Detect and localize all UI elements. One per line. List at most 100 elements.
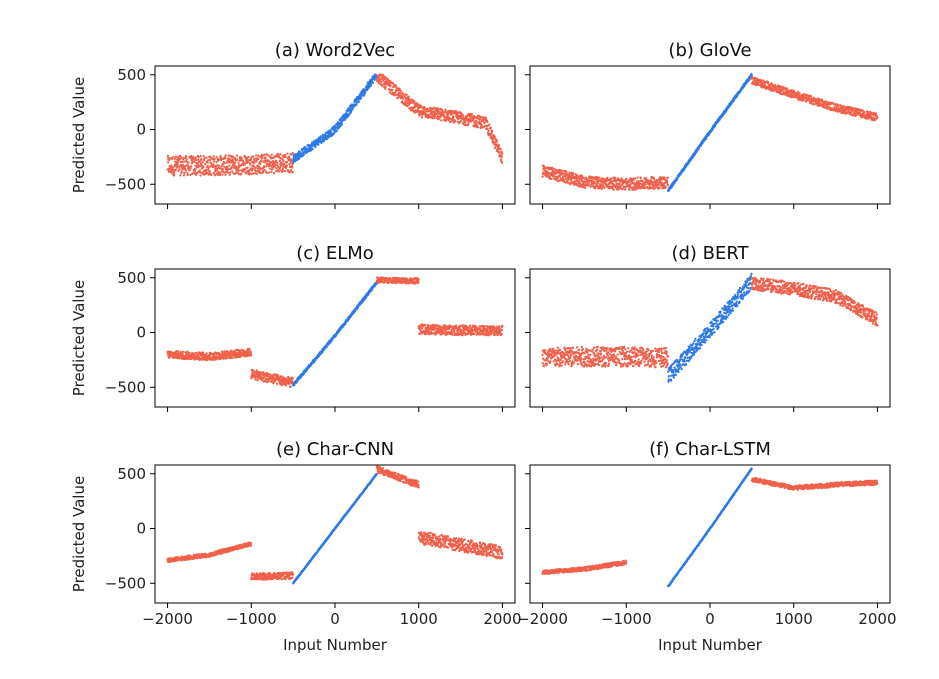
data-point — [183, 171, 186, 175]
data-point — [247, 160, 250, 163]
data-point — [224, 154, 227, 157]
data-point — [611, 179, 614, 183]
data-point — [499, 148, 502, 151]
data-point — [775, 87, 778, 91]
data-point — [394, 91, 397, 94]
data-point — [224, 173, 227, 176]
data-point — [561, 360, 565, 363]
data-point — [171, 157, 174, 160]
data-point — [440, 119, 443, 122]
data-point — [226, 165, 229, 169]
data-point — [282, 165, 285, 168]
data-point — [344, 322, 347, 325]
data-point — [493, 333, 497, 336]
data-point — [197, 156, 200, 159]
data-point — [185, 158, 188, 161]
data-point — [255, 154, 258, 157]
data-point — [244, 167, 247, 170]
data-point — [286, 168, 290, 172]
data-point — [291, 170, 294, 174]
data-point — [786, 87, 789, 90]
data-point — [206, 159, 210, 162]
data-point — [426, 107, 429, 111]
data-point — [303, 146, 307, 149]
data-point — [541, 362, 544, 365]
data-point — [380, 80, 383, 83]
data-point — [500, 155, 504, 159]
data-point — [175, 166, 179, 169]
data-point — [371, 81, 375, 84]
data-point — [405, 277, 409, 280]
panel-2: (b) GloVe — [525, 40, 891, 209]
data-point — [399, 92, 402, 95]
data-point — [201, 161, 204, 164]
data-point — [200, 157, 203, 161]
data-point — [176, 160, 180, 164]
data-point — [189, 166, 192, 170]
data-point — [265, 165, 268, 168]
data-point — [173, 157, 177, 160]
data-point — [206, 161, 209, 164]
data-point — [252, 370, 256, 373]
data-point — [208, 158, 212, 162]
data-point — [497, 144, 501, 147]
data-point — [283, 169, 287, 173]
data-point — [199, 174, 202, 177]
data-point — [270, 165, 273, 168]
data-point — [281, 154, 284, 157]
data-point — [552, 360, 555, 363]
data-point — [243, 170, 246, 173]
data-point — [413, 100, 416, 103]
data-point — [174, 155, 178, 158]
y-tick-label: 0 — [136, 121, 146, 139]
data-point — [275, 167, 278, 170]
data-point — [663, 176, 666, 179]
data-point — [176, 350, 180, 353]
data-point — [251, 167, 254, 171]
data-point — [809, 95, 813, 98]
data-point — [658, 186, 661, 189]
data-point — [409, 101, 412, 105]
data-point — [562, 175, 565, 179]
data-point — [246, 166, 249, 169]
data-point — [486, 127, 489, 131]
data-point — [204, 168, 208, 172]
data-point — [487, 129, 490, 133]
data-point — [612, 188, 615, 191]
data-point — [402, 93, 406, 96]
series-extrapolation-far — [417, 323, 504, 337]
data-point — [180, 156, 183, 159]
data-point — [235, 158, 239, 161]
data-point — [472, 332, 476, 335]
data-point — [218, 158, 221, 161]
data-point — [218, 167, 222, 170]
data-point — [214, 169, 217, 173]
data-point — [224, 157, 227, 160]
data-point — [182, 174, 186, 177]
data-point — [178, 165, 181, 169]
series-interpolation — [292, 281, 378, 387]
data-point — [199, 164, 202, 167]
data-point — [205, 352, 208, 355]
data-point — [790, 96, 793, 99]
data-point — [600, 187, 604, 191]
data-point — [427, 324, 430, 328]
data-point — [210, 173, 213, 177]
series-extrapolation-right — [375, 276, 420, 285]
data-point — [235, 154, 239, 157]
data-point — [223, 171, 226, 174]
data-point — [215, 155, 218, 159]
data-point — [766, 81, 770, 84]
data-point — [281, 169, 284, 173]
data-point — [500, 329, 503, 332]
data-point — [644, 183, 647, 186]
data-point — [653, 177, 656, 181]
data-point — [407, 96, 410, 100]
data-point — [488, 123, 491, 126]
data-point — [666, 183, 670, 186]
data-point — [377, 79, 380, 82]
data-point — [568, 171, 571, 174]
data-point — [369, 83, 373, 86]
